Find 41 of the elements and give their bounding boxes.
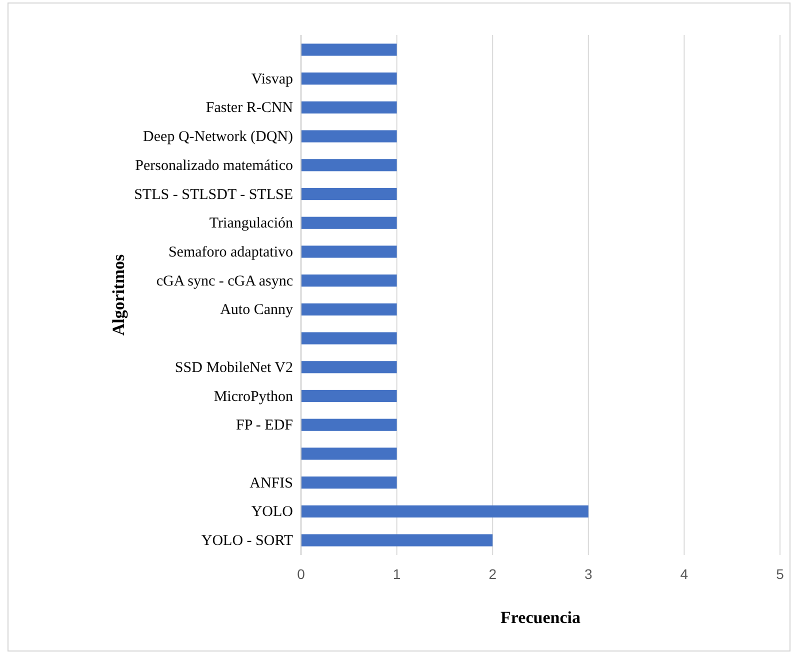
y-tick-label: Triangulación <box>209 216 294 232</box>
y-tick-label: Deep Q-Network (DQN) <box>143 129 293 146</box>
y-tick-label: Auto Canny <box>220 302 294 318</box>
bar <box>301 332 397 344</box>
y-tick-label: YOLO - SORT <box>201 533 293 550</box>
y-tick-label: Personalizado matemático <box>135 158 293 174</box>
bar <box>301 534 493 546</box>
x-tick-label: 3 <box>584 566 592 582</box>
bar <box>301 188 397 200</box>
bar <box>301 72 397 85</box>
y-tick-label: Faster R-CNN <box>206 100 294 116</box>
bar <box>301 505 588 518</box>
bar <box>301 390 397 402</box>
bar <box>301 274 397 287</box>
y-tick-label: MicroPython <box>214 388 294 405</box>
bar <box>301 101 397 114</box>
y-tick-label: Visvap <box>251 71 293 88</box>
bar <box>301 476 397 489</box>
y-tick-label: cGA sync - cGA async <box>156 273 294 290</box>
bar <box>301 448 397 460</box>
bar <box>301 159 397 172</box>
bar <box>301 303 397 316</box>
bar <box>301 246 397 258</box>
x-axis-title: Frecuencia <box>500 608 581 627</box>
y-tick-label: YOLO <box>251 504 294 520</box>
bar <box>301 216 397 229</box>
bar <box>301 418 397 431</box>
y-tick-label: ANFIS <box>250 475 293 492</box>
bar <box>301 361 397 374</box>
bar <box>301 130 397 142</box>
y-tick-label: Semaforo adaptativo <box>168 244 293 261</box>
y-tick-label: FP - EDF <box>236 418 293 434</box>
bar <box>301 44 397 56</box>
x-tick-label: 4 <box>680 566 688 582</box>
x-tick-label: 1 <box>392 566 401 582</box>
y-axis-title: Algoritmos <box>109 254 128 336</box>
x-tick-label: 0 <box>297 566 306 582</box>
y-tick-label: SSD MobileNet V2 <box>174 360 293 376</box>
y-tick-label: STLS - STLSDT - STLSE <box>134 186 293 203</box>
x-tick-label: 5 <box>776 566 784 582</box>
x-tick-label: 2 <box>488 566 497 582</box>
